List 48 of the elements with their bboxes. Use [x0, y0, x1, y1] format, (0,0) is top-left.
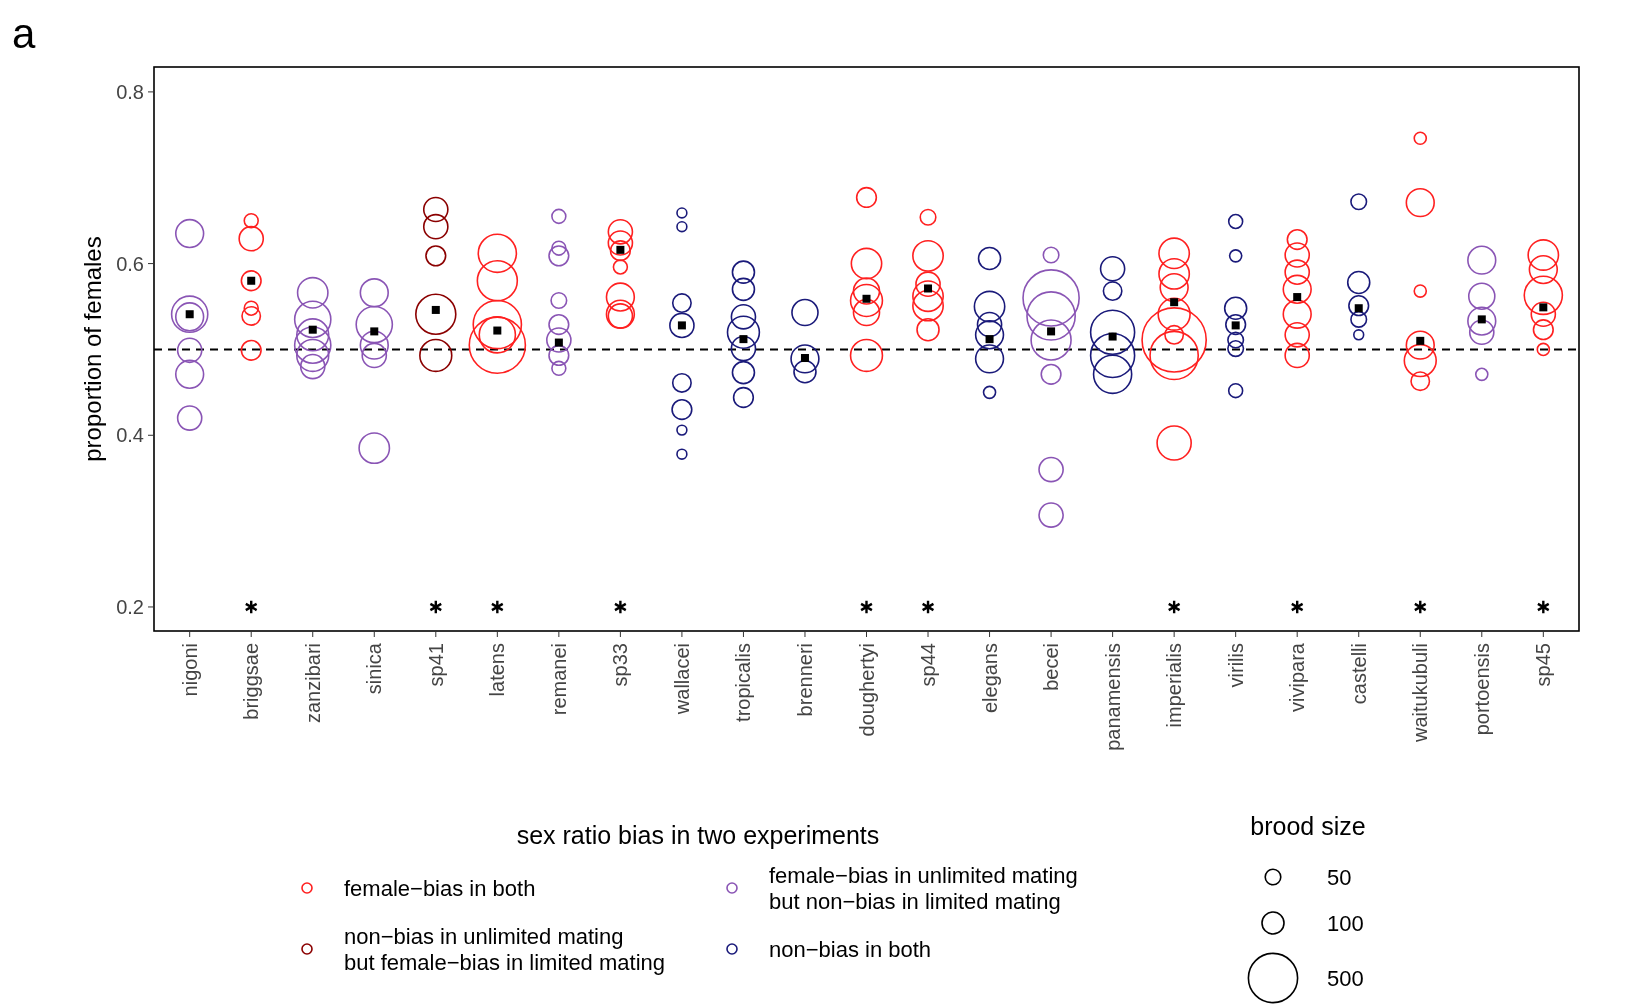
y-tick-label: 0.4 [116, 424, 144, 447]
x-tick-label: latens [486, 643, 509, 697]
text: a [12, 10, 36, 57]
legend-label: 500 [1327, 966, 1364, 991]
legend-label: non−bias in unlimited mating but female−bias in limited mating [344, 924, 665, 975]
x-tick-label: imperialis [1163, 643, 1186, 728]
y-axis-title: proportion of females [79, 236, 106, 462]
point [1539, 303, 1548, 312]
x-tick-label: virilis [1224, 643, 1247, 688]
x-tick-label: wallacei [670, 643, 693, 716]
x-tick-label: zanzibari [301, 643, 324, 724]
x-tick-label: sinica [363, 642, 386, 695]
point [431, 305, 440, 314]
y-tick-label: 0.8 [116, 80, 144, 103]
legend-label: 100 [1327, 911, 1364, 936]
x-tick-label: elegans [978, 643, 1001, 714]
x-tick-label: briggsae [240, 643, 263, 720]
x-tick-label: brenneri [793, 643, 816, 717]
x-tick-label: nigoni [178, 643, 201, 697]
x-tick-label: tropicalis [732, 643, 755, 722]
x-tick-label: remanei [547, 643, 570, 716]
x-tick-label: sp44 [917, 643, 940, 687]
x-tick-label: vivipara [1286, 642, 1309, 712]
legend-label: 50 [1327, 865, 1352, 890]
x-tick-label: doughertyi [855, 643, 878, 737]
point [1108, 332, 1117, 341]
x-tick-label: castelli [1347, 643, 1370, 705]
point [1170, 298, 1179, 307]
legend-title: sex ratio bias in two experiments [516, 821, 880, 849]
legend-label: female−bias in both [344, 876, 536, 901]
point [1293, 293, 1302, 302]
point [1047, 327, 1056, 336]
x-tick-label: sp45 [1532, 643, 1555, 687]
point [493, 326, 502, 335]
text: brood size [1250, 812, 1366, 840]
x-tick-label: waitukubuli [1409, 643, 1432, 743]
x-tick-label: panamensis [1101, 643, 1124, 751]
legend-label: non−bias in both [769, 937, 932, 962]
point [370, 327, 379, 336]
y-tick-label: 0.2 [116, 595, 144, 618]
legend-label: female−bias in unlimited mating but non−bias in limited mating [769, 863, 1078, 914]
x-tick-label: becei [1040, 643, 1063, 691]
x-tick-label: sp41 [424, 643, 447, 687]
y-tick-label: 0.6 [116, 252, 144, 275]
x-tick-label: portoensis [1470, 643, 1493, 736]
x-tick-label: sp33 [609, 643, 632, 687]
point [739, 335, 748, 344]
point [308, 325, 317, 334]
